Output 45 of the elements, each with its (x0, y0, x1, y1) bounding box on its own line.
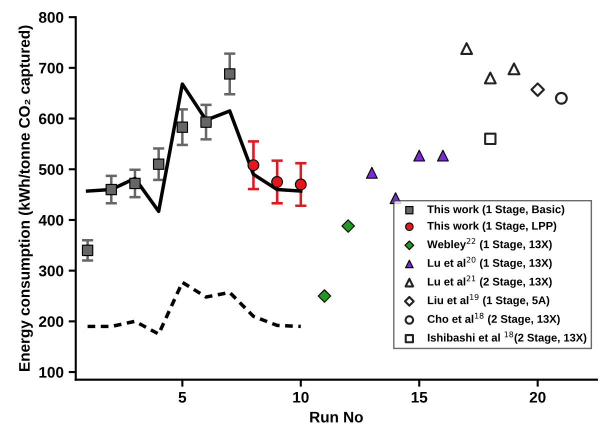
point (413, 150, 426, 162)
legend-label: Liu et al$^{19}$ (1 Stage, 5A) (428, 294, 550, 306)
y-tick-label: 600 (39, 113, 64, 124)
point (484, 72, 497, 84)
x-axis-title: Run No (310, 412, 363, 422)
point (247, 159, 260, 172)
point (176, 121, 188, 133)
y-tick-label: 100 (39, 366, 64, 378)
point (484, 132, 497, 146)
line-series (86, 280, 303, 336)
point (530, 82, 545, 97)
point (152, 158, 164, 170)
legend-label: Ishibashi et al $^{18}$(2 Stage, 13X) (428, 331, 586, 344)
point (82, 244, 94, 256)
x-tick-label: 20 (530, 392, 546, 403)
x-tick-label: 10 (293, 392, 309, 403)
legend-label: This work (1 Stage, LPP) (427, 222, 556, 232)
y-tick-label: 800 (38, 12, 64, 23)
point (106, 184, 117, 196)
y-axis-title: Energy consumption (kWh/tonne CO₂ captured) (18, 26, 33, 371)
line-series (86, 82, 303, 214)
y-tick-label: 200 (38, 316, 64, 328)
legend-label: Lu et al$^{20}$ (1 Stage, 13X) (428, 256, 552, 270)
point (200, 116, 212, 128)
legend-label: Lu et al$^{21}$ (2 Stage, 13X) (428, 275, 552, 288)
point (271, 176, 284, 188)
point (508, 62, 520, 76)
point (460, 42, 474, 56)
point (436, 150, 449, 162)
point (318, 289, 332, 303)
point (366, 166, 378, 179)
y-tick-label: 400 (38, 214, 64, 226)
y-tick-label: 500 (38, 164, 64, 175)
y-tick-label: 300 (38, 266, 64, 276)
point (224, 68, 236, 80)
legend-label: This work (1 Stage, Basic) (427, 205, 564, 216)
x-tick-label: 5 (178, 392, 186, 403)
point (294, 178, 307, 190)
x-tick-label: 15 (412, 392, 428, 403)
legend-label: Cho et al$^{18}$ (2 Stage, 13X) (428, 312, 560, 326)
point (341, 219, 355, 233)
legend-label: Webley$^{22}$ (1 Stage, 13X) (427, 238, 552, 250)
point (554, 92, 568, 105)
y-tick-label: 700 (39, 62, 64, 74)
point (129, 178, 141, 190)
